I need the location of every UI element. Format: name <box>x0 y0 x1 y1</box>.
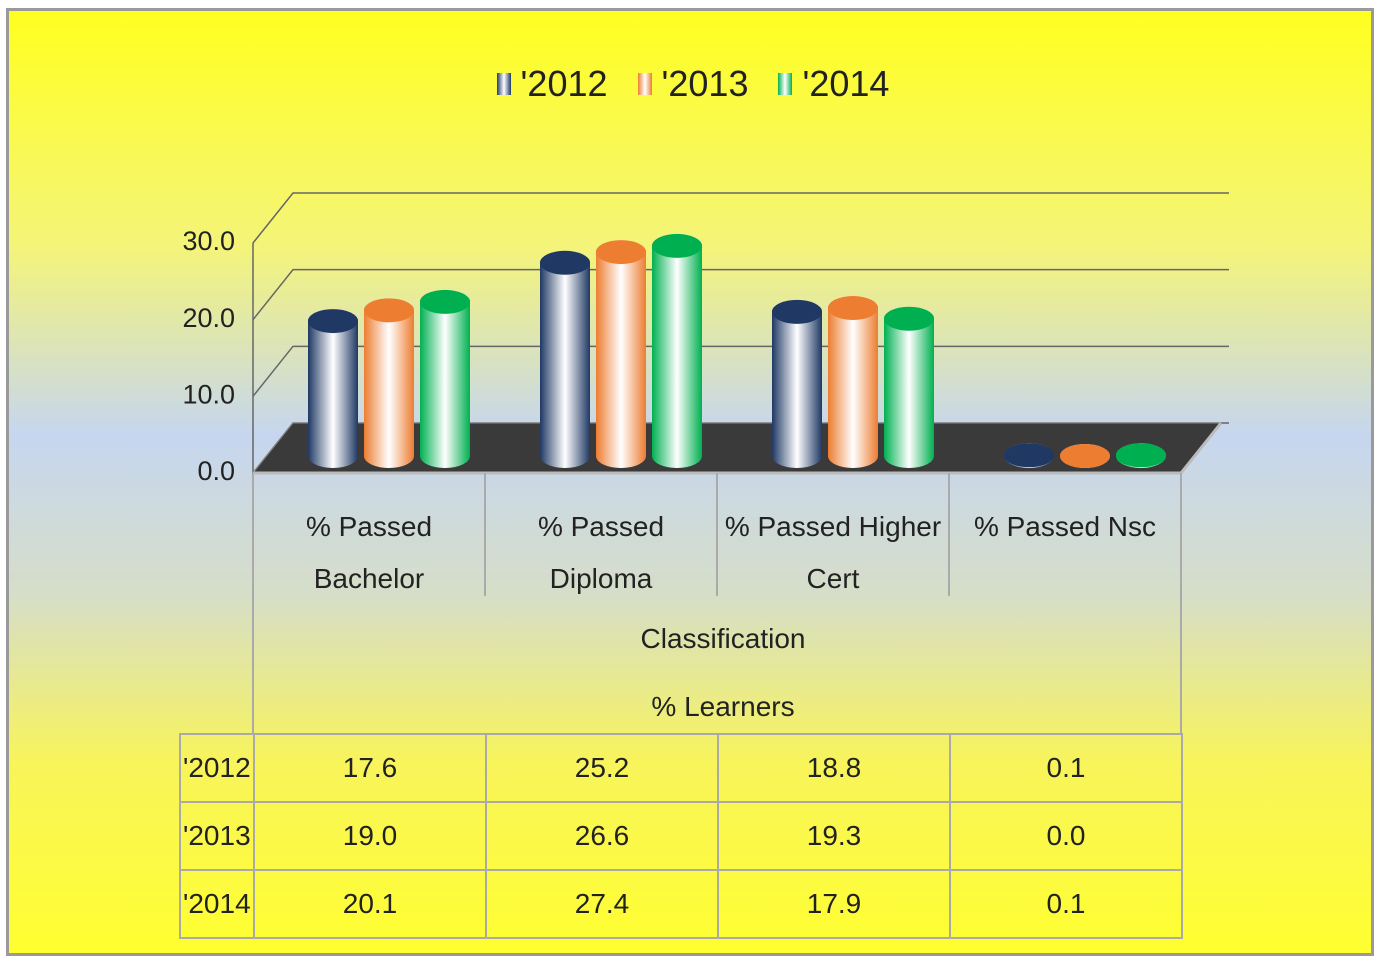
x-axis-title: Classification <box>640 623 806 654</box>
data-cell: 0.0 <box>949 801 1183 871</box>
data-cell: 18.8 <box>717 733 951 803</box>
cylinder <box>308 309 358 468</box>
data-cell: 0.1 <box>949 869 1183 939</box>
data-cell: 27.4 <box>485 869 719 939</box>
legend-item: '2014 <box>778 63 889 105</box>
data-table: '2012 17.6 25.2 18.8 0.1'2013 19.0 26.6 19.3 0.0… <box>179 733 1183 939</box>
cylinder-top <box>540 250 590 275</box>
y-tick-label: 0.0 <box>197 456 235 486</box>
data-cell: 26.6 <box>485 801 719 871</box>
y-tick-label: 20.0 <box>182 303 235 333</box>
data-cell: 17.9 <box>717 869 951 939</box>
cylinder <box>364 298 414 468</box>
cylinder <box>772 299 822 468</box>
cylinder-top <box>308 309 358 334</box>
cylinder-top <box>772 299 822 324</box>
cylinder-top <box>1116 443 1166 468</box>
legend-swatch <box>496 73 511 95</box>
row-header: '2013 <box>179 801 255 871</box>
y-tick-label: 10.0 <box>182 379 235 409</box>
row-header: '2012 <box>179 733 255 803</box>
cylinder <box>828 296 878 468</box>
data-cell: 17.6 <box>253 733 487 803</box>
data-cell: 19.0 <box>253 801 487 871</box>
table-row: '2012 17.6 25.2 18.8 0.1 <box>179 733 1183 803</box>
cylinder-top <box>420 289 470 314</box>
legend-swatch <box>637 73 652 95</box>
cylinder-top <box>364 298 414 323</box>
cylinder <box>884 306 934 468</box>
cylinder-top <box>884 306 934 331</box>
cylinder-top <box>652 233 702 258</box>
x-tick-label: % Passed Diploma <box>537 511 665 594</box>
legend-label: '2014 <box>802 63 890 104</box>
y-axis-title: % Learners <box>651 691 795 722</box>
y-tick-label: 30.0 <box>182 226 235 256</box>
grid-line <box>252 268 1229 321</box>
grid-line <box>252 192 1229 244</box>
table-row: '2014 20.1 27.4 17.9 0.1 <box>179 869 1183 939</box>
cylinder <box>596 240 646 468</box>
cylinder-top <box>1060 444 1110 468</box>
data-cell: 0.1 <box>949 733 1183 803</box>
x-tick-label: % Passed Higher Cert <box>724 511 942 594</box>
cylinder-top <box>1004 443 1054 468</box>
cylinder <box>540 250 590 468</box>
data-cell: 25.2 <box>485 733 719 803</box>
cylinder <box>652 233 702 468</box>
cylinder-top <box>828 296 878 321</box>
legend-item: '2013 <box>637 63 749 105</box>
legend-swatch <box>778 73 793 95</box>
legend-label: '2012 <box>520 63 608 104</box>
data-cell: 19.3 <box>717 801 951 871</box>
x-tick-label: % Passed Nsc <box>973 511 1157 542</box>
chart-frame: 0.0 10.0 20.0 30.0 '2012'2013'2014 % Passed… <box>6 8 1374 956</box>
data-cell: 20.1 <box>253 869 487 939</box>
legend: '2012 '2013 '2014 <box>9 63 1371 105</box>
chart: 0.0 10.0 20.0 30.0 <box>182 192 1229 733</box>
x-tick-label: % Passed Bachelor <box>305 511 433 594</box>
legend-label: '2013 <box>661 63 749 104</box>
cylinder-top <box>596 240 646 265</box>
row-header: '2014 <box>179 869 255 939</box>
table-row: '2013 19.0 26.6 19.3 0.0 <box>179 801 1183 871</box>
legend-item: '2012 <box>496 63 608 105</box>
cylinder <box>420 289 470 468</box>
